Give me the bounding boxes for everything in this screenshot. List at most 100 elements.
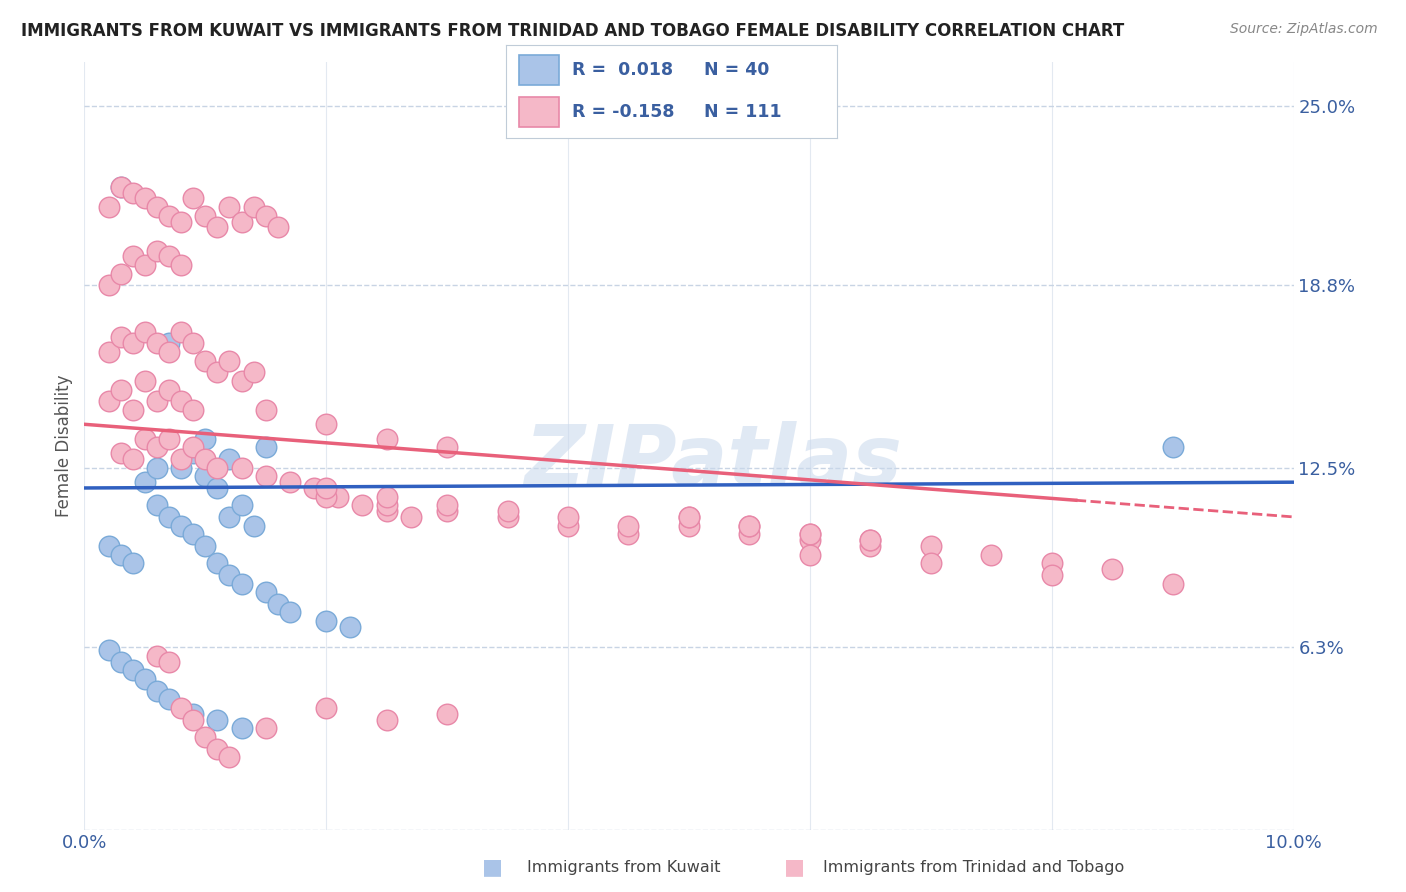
Point <box>218 510 240 524</box>
Point <box>157 655 180 669</box>
Point <box>557 510 579 524</box>
Point <box>157 383 180 397</box>
Point <box>121 556 143 570</box>
Text: R =  0.018: R = 0.018 <box>572 61 673 78</box>
Point <box>194 469 217 483</box>
Point <box>1161 441 1184 455</box>
Point <box>121 664 143 678</box>
Point <box>194 432 217 446</box>
Text: ■: ■ <box>785 857 804 877</box>
Text: Immigrants from Trinidad and Tobago: Immigrants from Trinidad and Tobago <box>823 860 1123 874</box>
Point <box>328 490 350 504</box>
Point <box>207 556 229 570</box>
Point <box>194 730 217 744</box>
Point <box>738 518 761 533</box>
Point <box>134 432 156 446</box>
Point <box>97 539 120 553</box>
Point <box>218 750 240 764</box>
Text: Source: ZipAtlas.com: Source: ZipAtlas.com <box>1230 22 1378 37</box>
Point <box>97 278 120 293</box>
Point <box>134 672 156 686</box>
Point <box>170 460 193 475</box>
Point <box>738 527 761 541</box>
Point <box>678 518 700 533</box>
Point <box>181 336 204 351</box>
Point <box>254 402 277 417</box>
Point <box>399 510 422 524</box>
Point <box>181 527 204 541</box>
Point <box>859 533 882 547</box>
Bar <box>519 55 560 85</box>
Point <box>110 446 132 460</box>
Text: IMMIGRANTS FROM KUWAIT VS IMMIGRANTS FROM TRINIDAD AND TOBAGO FEMALE DISABILITY : IMMIGRANTS FROM KUWAIT VS IMMIGRANTS FRO… <box>21 22 1125 40</box>
Point <box>315 481 337 495</box>
Point <box>121 402 143 417</box>
Point <box>157 249 180 263</box>
Point <box>799 533 821 547</box>
Point <box>146 336 169 351</box>
Point <box>146 394 169 409</box>
Point <box>859 533 882 547</box>
Point <box>157 209 180 223</box>
Text: N = 40: N = 40 <box>704 61 769 78</box>
Point <box>254 585 277 599</box>
Point <box>146 244 169 258</box>
Point <box>157 345 180 359</box>
Point <box>110 383 132 397</box>
Point <box>231 460 253 475</box>
Point <box>110 180 132 194</box>
Point <box>231 374 253 388</box>
Point <box>218 567 240 582</box>
Point <box>181 441 204 455</box>
Point <box>315 417 337 432</box>
Point <box>315 614 337 628</box>
Point <box>97 643 120 657</box>
Point <box>738 518 761 533</box>
Point <box>254 721 277 735</box>
Point <box>134 258 156 272</box>
Point <box>278 606 301 620</box>
Point <box>339 620 361 634</box>
Point <box>181 402 204 417</box>
Point <box>375 713 398 727</box>
Point <box>146 648 169 663</box>
Point <box>859 539 882 553</box>
Point <box>97 345 120 359</box>
Point <box>1040 567 1063 582</box>
Point <box>231 721 253 735</box>
Point <box>231 499 253 513</box>
Point <box>242 518 264 533</box>
Point <box>110 330 132 344</box>
Point <box>207 713 229 727</box>
Point <box>799 527 821 541</box>
Point <box>170 214 193 228</box>
Point <box>436 706 458 721</box>
Point <box>315 490 337 504</box>
Point <box>134 192 156 206</box>
Point <box>375 499 398 513</box>
Point <box>157 336 180 351</box>
Point <box>170 258 193 272</box>
Point <box>181 706 204 721</box>
Point <box>207 481 229 495</box>
Point <box>352 499 374 513</box>
Text: ZIPatlas: ZIPatlas <box>524 421 903 502</box>
Point <box>218 353 240 368</box>
Point <box>375 490 398 504</box>
Point <box>799 527 821 541</box>
Point <box>121 336 143 351</box>
Point <box>436 504 458 518</box>
Point <box>207 365 229 379</box>
Point <box>207 220 229 235</box>
Point <box>110 267 132 281</box>
Point <box>97 394 120 409</box>
Point <box>1101 562 1123 576</box>
Point <box>254 469 277 483</box>
Point <box>231 214 253 228</box>
Point <box>146 441 169 455</box>
Point <box>181 713 204 727</box>
Point <box>170 518 193 533</box>
Point <box>157 510 180 524</box>
Point <box>146 499 169 513</box>
Point <box>375 432 398 446</box>
